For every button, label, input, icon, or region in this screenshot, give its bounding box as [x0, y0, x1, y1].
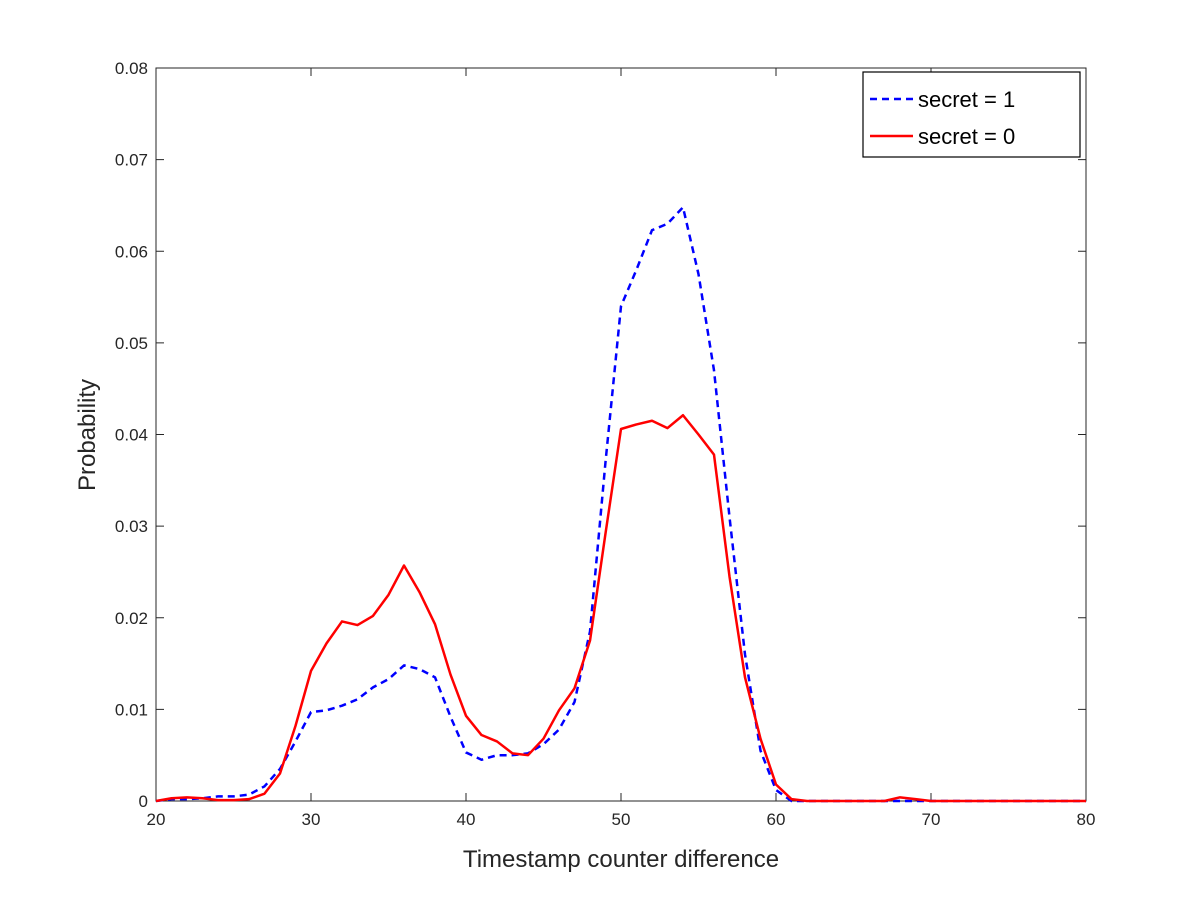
x-tick-label: 70 — [922, 810, 941, 829]
y-tick-label: 0.05 — [115, 334, 148, 353]
y-tick-label: 0.01 — [115, 700, 148, 719]
x-axis-label: Timestamp counter difference — [463, 846, 779, 873]
legend-box — [862, 71, 1081, 158]
y-tick-label: 0.04 — [115, 426, 148, 445]
y-tick-label: 0.02 — [115, 609, 148, 628]
x-tick-label: 80 — [1077, 810, 1096, 829]
x-tick-label: 50 — [612, 810, 631, 829]
x-tick-label: 30 — [302, 810, 321, 829]
legend-label-secret-1: secret = 1 — [918, 87, 1015, 112]
y-tick-label: 0.07 — [115, 151, 148, 170]
y-tick-label: 0.06 — [115, 242, 148, 261]
legend-label-secret-0: secret = 0 — [918, 124, 1015, 149]
y-tick-label: 0.08 — [115, 59, 148, 78]
x-tick-label: 20 — [147, 810, 166, 829]
series-line-secret-0 — [155, 414, 1086, 803]
y-tick-label: 0.03 — [115, 517, 148, 536]
axis-ticks: 20 30 40 50 60 70 80 0 0.01 0.02 0.03 0.04 0.05 0.06 0… — [115, 59, 1096, 829]
x-tick-label: 40 — [457, 810, 476, 829]
y-axis-label: Probability — [74, 379, 101, 491]
series-layer — [155, 206, 1086, 803]
x-tick-label: 60 — [767, 810, 786, 829]
legend: secret = 1 secret = 0 — [862, 71, 1081, 158]
y-tick-label: 0 — [139, 792, 148, 811]
